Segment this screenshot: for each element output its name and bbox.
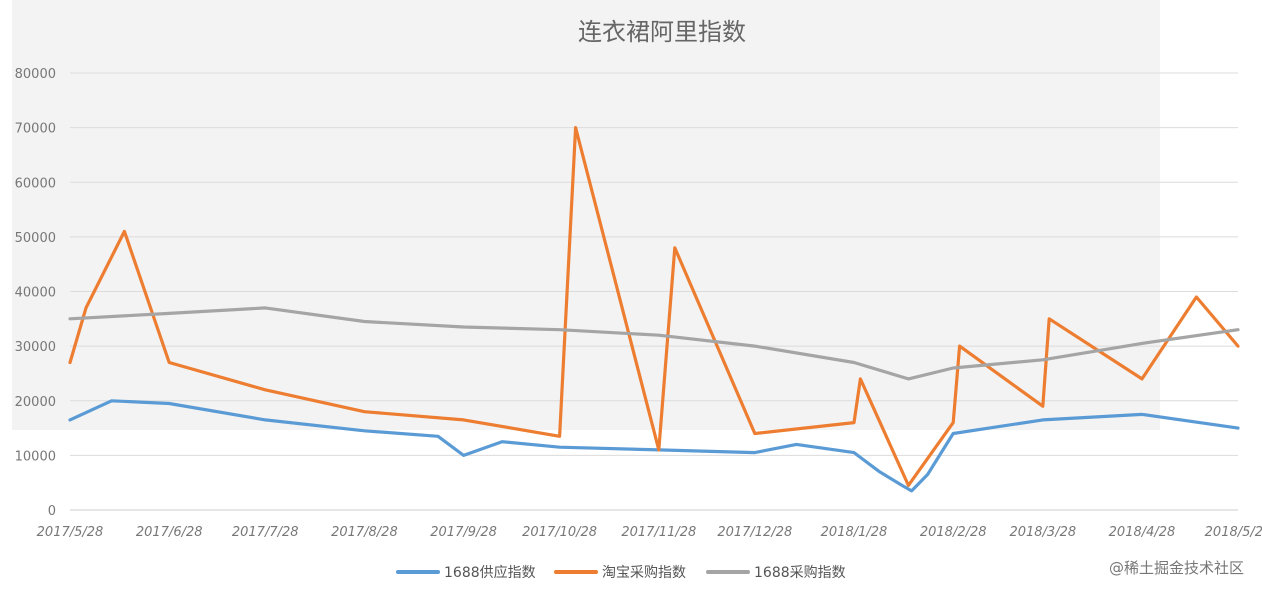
- x-tick-label: 2018/5/28: [1205, 525, 1262, 540]
- series-line-3: [68, 306, 1240, 381]
- legend-label: 1688采购指数: [754, 565, 846, 581]
- y-tick-label: 60000: [15, 176, 56, 191]
- y-tick-label: 40000: [15, 286, 56, 301]
- x-tick-label: 2018/3/28: [1009, 525, 1076, 540]
- watermark: @稀土掘金技术社区: [1109, 559, 1244, 577]
- y-axis: 0 10000 20000 30000 40000 50000 60000 70000 8000…: [15, 67, 56, 519]
- x-tick-label: 2017/12/28: [717, 525, 792, 540]
- series-line-2: [68, 125, 1240, 487]
- legend: 1688供应指数 淘宝采购指数 1688采购指数: [396, 564, 846, 581]
- y-tick-label: 50000: [15, 231, 56, 246]
- x-tick-label: 2017/5/28: [37, 525, 104, 540]
- y-tick-label: 80000: [15, 67, 56, 82]
- x-tick-label: 2017/7/28: [232, 525, 299, 540]
- legend-item: 1688采购指数: [706, 565, 846, 581]
- x-tick-label: 2017/11/28: [621, 525, 696, 540]
- plot-background: [12, 0, 1160, 430]
- legend-item: 淘宝采购指数: [554, 565, 686, 581]
- y-tick-label: 10000: [15, 449, 56, 464]
- x-axis: 2017/5/28 2017/6/28 2017/7/28 2017/8/28 2017…: [37, 525, 1262, 540]
- x-tick-label: 2017/9/28: [430, 525, 497, 540]
- y-tick-label: 70000: [15, 122, 56, 137]
- y-tick-label: 20000: [15, 395, 56, 410]
- x-tick-label: 2017/6/28: [136, 525, 203, 540]
- series-line-1: [68, 399, 1240, 493]
- chart-title: 连衣裙阿里指数: [578, 18, 746, 46]
- x-tick-label: 2018/1/28: [821, 525, 888, 540]
- legend-item: 1688供应指数: [396, 564, 536, 581]
- x-tick-label: 2018/4/28: [1109, 525, 1176, 540]
- legend-label: 1688供应指数: [444, 564, 536, 581]
- gridlines: [70, 72, 1238, 511]
- y-tick-label: 0: [48, 504, 56, 519]
- y-tick-label: 30000: [15, 340, 56, 355]
- x-tick-label: 2017/8/28: [331, 525, 398, 540]
- series-lines: [68, 125, 1240, 493]
- legend-label: 淘宝采购指数: [602, 565, 686, 581]
- x-tick-label: 2018/2/28: [920, 525, 987, 540]
- x-tick-label: 2017/10/28: [522, 525, 597, 540]
